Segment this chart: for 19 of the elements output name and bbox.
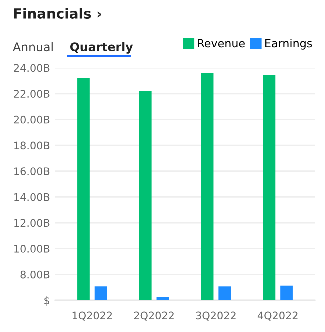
y-tick-label: 22.00B: [14, 90, 50, 98]
y-tick-label: 24.00B: [14, 64, 50, 72]
y-tick-label: 10.00B: [14, 245, 50, 253]
y-tick-label: 12.00B: [14, 219, 50, 228]
y-tick-label: 20.00B: [14, 116, 50, 124]
y-tick-label: 16.00B: [14, 168, 50, 176]
chart-title: Financials ›: [14, 8, 102, 19]
x-tick-label: 3Q2022: [196, 312, 236, 321]
x-tick-label: 2Q2022: [134, 312, 174, 321]
text: Annual: [13, 42, 53, 52]
x-tick-label: 1Q2022: [72, 312, 112, 321]
y-tick-label: 14.00B: [14, 193, 50, 202]
y-tick-label: 18.00B: [14, 142, 50, 150]
x-tick-label: 4Q2022: [258, 312, 298, 321]
legend-label: Earnings: [266, 39, 312, 50]
legend-label: Revenue: [198, 39, 245, 48]
text: Quarterly: [70, 42, 134, 54]
y-tick-label: $: [44, 296, 50, 306]
y-tick-label: 8.00B: [20, 270, 50, 279]
